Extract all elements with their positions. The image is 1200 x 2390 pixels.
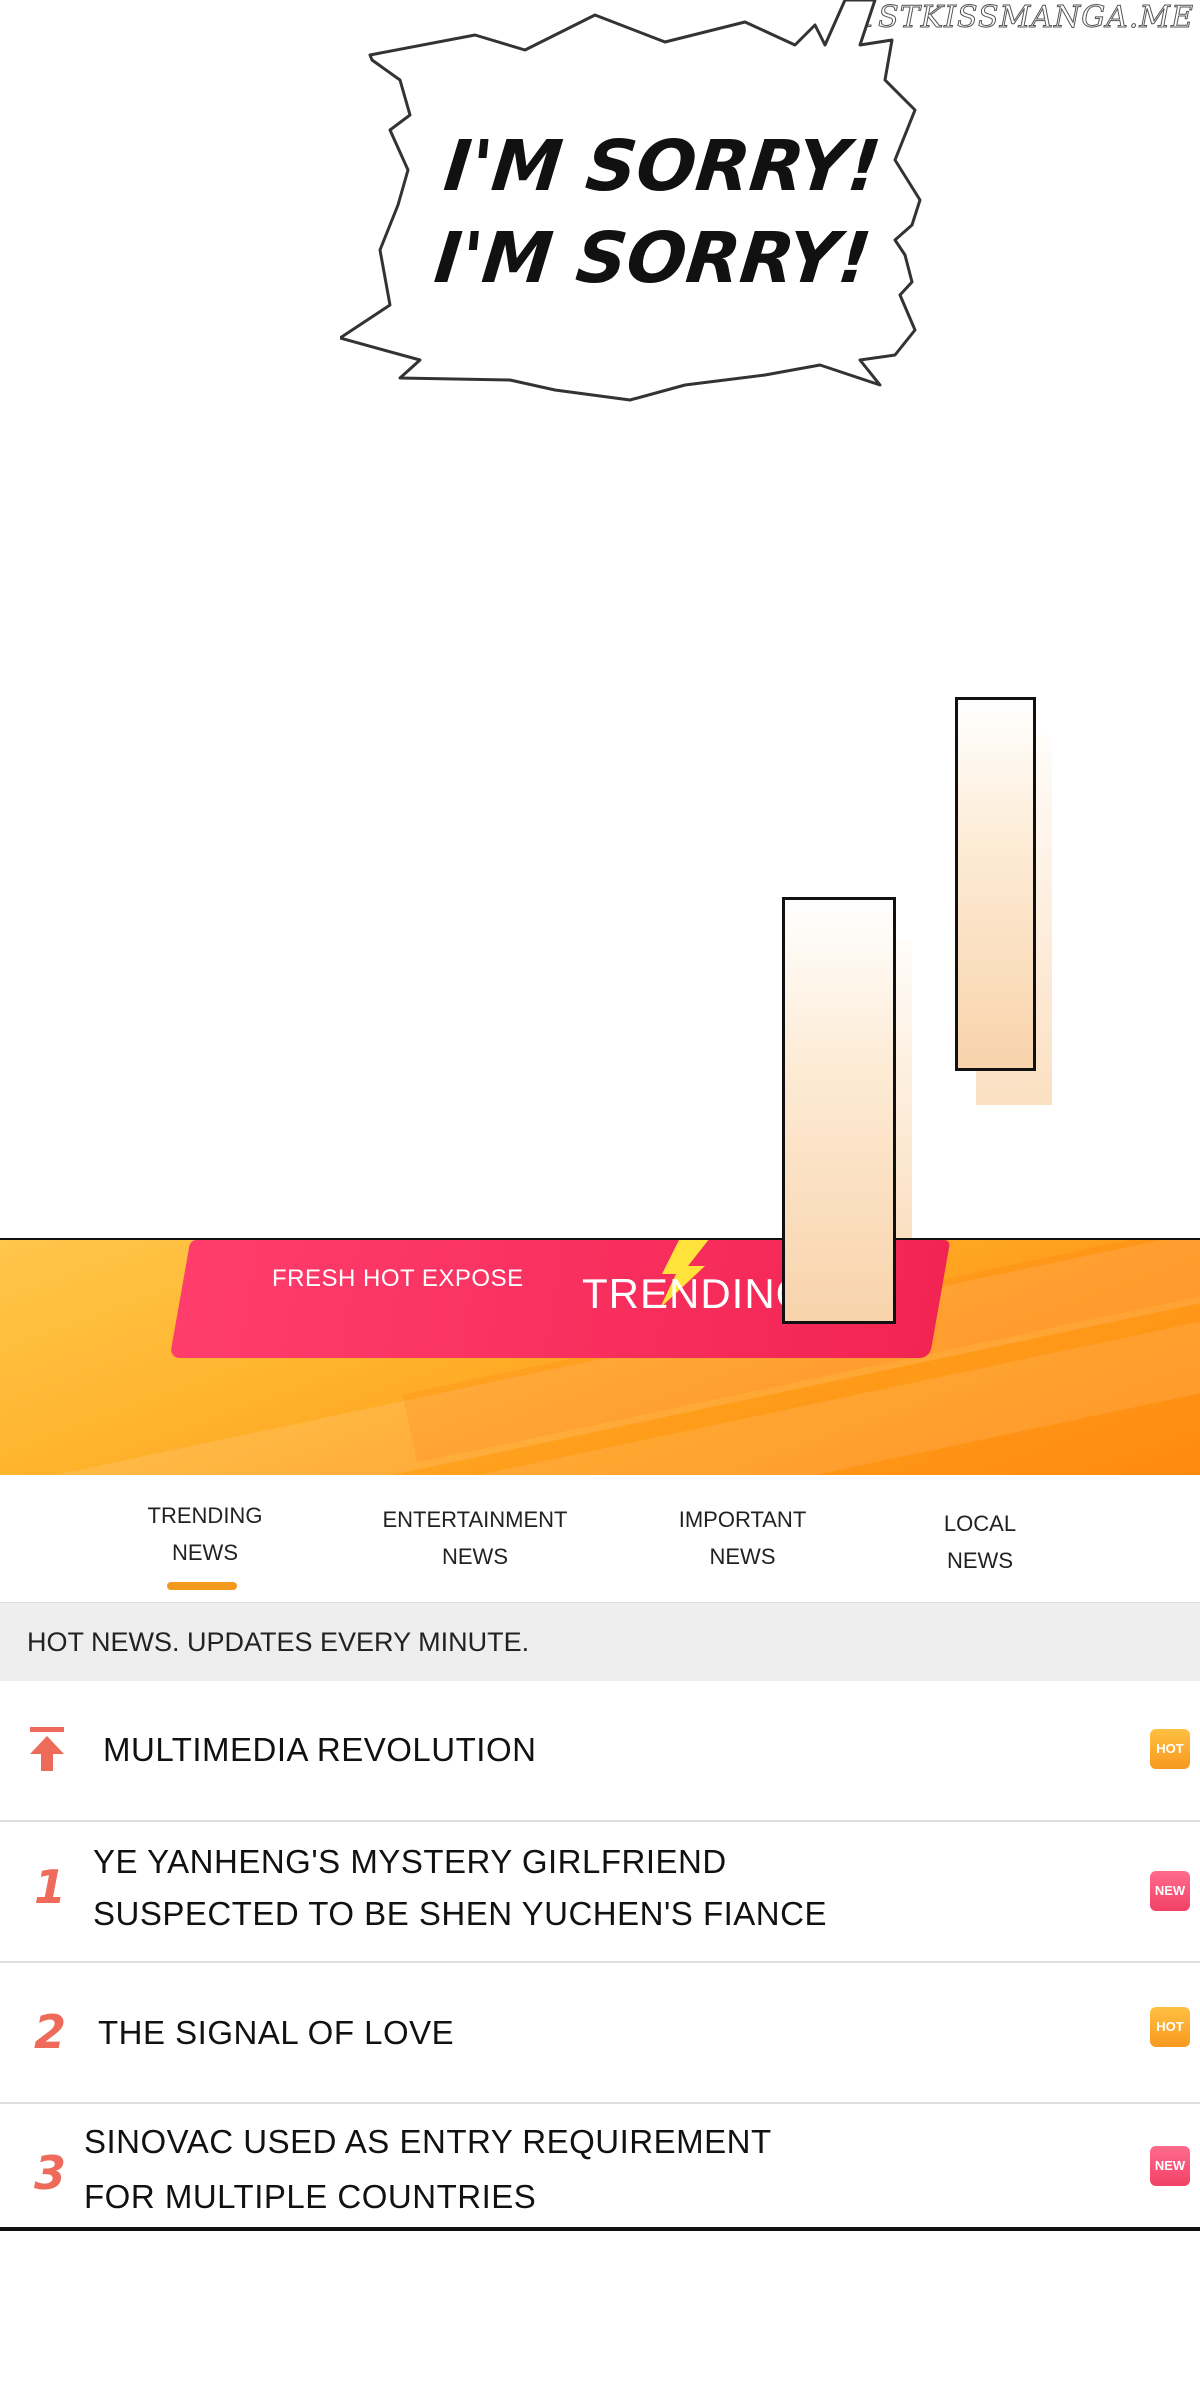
- speech-bubble: [340, 0, 922, 402]
- rank-number: 1: [34, 1860, 67, 1914]
- news-row-pinned[interactable]: MULTIMEDIA REVOLUTION HOT: [0, 1681, 1200, 1822]
- trending-banner: FRESH HOT EXPOSE TRENDING: [0, 1240, 1200, 1475]
- panel-bottom-line: [0, 2227, 1200, 2231]
- panel-rect-right: [955, 697, 1036, 1071]
- news-row-1[interactable]: 1 YE YANHENG'S MYSTERY GIRLFRIEND SUSPEC…: [0, 1822, 1200, 1963]
- active-tab-indicator: [167, 1582, 237, 1590]
- rank-number: 3: [34, 2146, 67, 2200]
- new-badge: NEW: [1150, 2146, 1190, 2186]
- news-row-3[interactable]: 3 SINOVAC USED AS ENTRY REQUIREMENT FOR …: [0, 2104, 1200, 2243]
- hot-badge: HOT: [1150, 2007, 1190, 2047]
- lightning-bolt-icon: [660, 1240, 709, 1308]
- news-tabs: TRENDING NEWS ENTERTAINMENT NEWS IMPORTA…: [0, 1475, 1200, 1600]
- tab-entertainment-news[interactable]: ENTERTAINMENT NEWS: [382, 1507, 568, 1569]
- rank-number: 2: [34, 2005, 67, 2059]
- bubble-line-1: I'M SORRY!: [440, 125, 885, 207]
- panel-top-line: [0, 1238, 1200, 1241]
- hot-badge: HOT: [1150, 1729, 1190, 1769]
- speech-bubble-text: I'M SORRY! I'M SORRY!: [430, 120, 889, 304]
- tab-important-news[interactable]: IMPORTANT NEWS: [678, 1507, 807, 1569]
- bubble-line-2: I'M SORRY!: [430, 217, 875, 299]
- news-title: THE SIGNAL OF LOVE: [98, 2014, 455, 2051]
- news-title: YE YANHENG'S MYSTERY GIRLFRIEND SUSPECTE…: [93, 1843, 827, 1932]
- panel-rect-left: [782, 897, 896, 1324]
- tab-trending-news[interactable]: TRENDING NEWS: [147, 1503, 263, 1565]
- pin-top-icon: [30, 1727, 64, 1771]
- news-title: MULTIMEDIA REVOLUTION: [103, 1731, 537, 1768]
- watermark: 1STKISSMANGA.ME: [858, 0, 1194, 36]
- new-badge: NEW: [1150, 1871, 1190, 1911]
- news-row-2[interactable]: 2 THE SIGNAL OF LOVE HOT: [0, 1963, 1200, 2104]
- notice-bar: HOT NEWS. UPDATES EVERY MINUTE.: [0, 1602, 1200, 1682]
- banner-left-text: FRESH HOT EXPOSE: [272, 1265, 524, 1292]
- notice-text: HOT NEWS. UPDATES EVERY MINUTE.: [27, 1627, 530, 1657]
- tab-local-news[interactable]: LOCAL NEWS: [943, 1511, 1017, 1573]
- news-title: SINOVAC USED AS ENTRY REQUIREMENT FOR MU…: [84, 2123, 772, 2215]
- banner-right-text: TRENDING: [582, 1270, 810, 1317]
